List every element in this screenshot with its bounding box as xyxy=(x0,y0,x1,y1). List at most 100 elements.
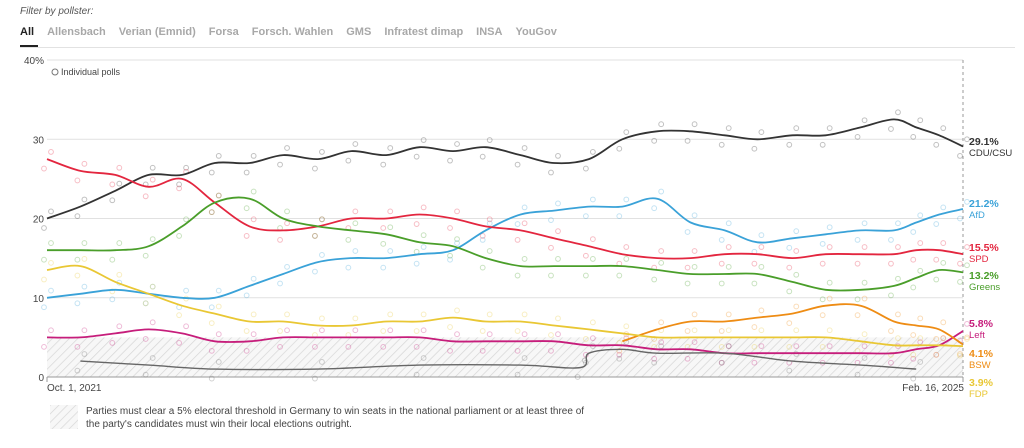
poll-dot-cdu-csu xyxy=(380,161,387,168)
poll-dot-afd xyxy=(623,196,630,203)
poll-dot-fdp xyxy=(514,328,521,334)
poll-dot-afd xyxy=(183,287,189,294)
poll-dot-greens xyxy=(691,263,698,270)
poll-dot-cdu-csu xyxy=(284,145,290,151)
poll-dot-greens xyxy=(589,256,596,262)
poll-dot-spd xyxy=(284,220,290,227)
poll-dot-cdu-csu xyxy=(215,152,222,159)
poll-dot-left xyxy=(758,343,765,349)
end-name-left: Left xyxy=(969,330,985,341)
poll-dot-left xyxy=(725,343,732,349)
poll-dot-afd xyxy=(312,268,318,275)
tab-allensbach[interactable]: Allensbach xyxy=(47,26,106,38)
poll-dot-fdp xyxy=(486,311,493,318)
poll-dot-afd xyxy=(319,252,325,258)
x-start-label: Oct. 1, 2021 xyxy=(47,383,102,394)
poll-dot-greens xyxy=(725,263,732,270)
poll-dot-fdp xyxy=(910,351,917,358)
poll-dot-cdu-csu xyxy=(691,121,698,128)
x-end-label: Feb. 16, 2025 xyxy=(902,383,964,394)
trend-line-bsw xyxy=(622,303,964,346)
poll-dot-cdu-csu xyxy=(786,141,793,148)
tab-verian-emnid[interactable]: Verian (Emnid) xyxy=(118,26,196,38)
poll-dot-other xyxy=(142,371,149,378)
tab-insa[interactable]: INSA xyxy=(476,26,503,38)
poll-dot-cdu-csu xyxy=(582,165,589,172)
poll-dot-bsw xyxy=(684,328,691,334)
poll-dot-spd xyxy=(910,256,917,263)
poll-dot-afd xyxy=(479,236,486,243)
poll-dot-fdp xyxy=(41,276,47,283)
poll-dot-greens xyxy=(910,284,917,291)
poll-dot-fdp xyxy=(319,315,325,322)
poll-dot-bsw xyxy=(957,351,963,357)
poll-dot-greens xyxy=(718,280,725,287)
poll-dot-cdu-csu xyxy=(854,133,861,140)
threshold-band xyxy=(47,337,963,377)
poll-dot-left xyxy=(319,327,325,334)
poll-dot-greens xyxy=(243,205,250,212)
poll-dot-spd xyxy=(933,256,940,263)
poll-dot-spd xyxy=(888,260,894,267)
poll-dot-fdp xyxy=(176,312,182,319)
poll-dot-spd xyxy=(854,260,861,267)
poll-dot-cdu-csu xyxy=(250,152,257,159)
end-name-afd: AfD xyxy=(969,210,985,221)
poll-dot-cdu-csu xyxy=(319,149,325,155)
poll-dot-cdu-csu xyxy=(751,145,758,152)
poll-dot-left xyxy=(616,351,623,358)
poll-dot-left xyxy=(793,343,800,349)
poll-dot-afd xyxy=(940,204,947,211)
poll-dot-afd xyxy=(651,205,658,212)
poll-dot-greens xyxy=(352,220,359,227)
poll-dot-greens xyxy=(917,267,924,274)
poll-dot-greens xyxy=(380,240,387,247)
poll-dot-fdp xyxy=(861,331,868,338)
poll-dot-fdp xyxy=(142,300,149,307)
tab-forsa[interactable]: Forsa xyxy=(208,26,239,38)
poll-dot-left xyxy=(910,355,917,362)
poll-dot-spd xyxy=(413,221,420,227)
poll-dot-greens xyxy=(454,236,460,243)
poll-dot-cdu-csu xyxy=(176,181,182,188)
poll-dot-left xyxy=(208,347,215,354)
poll-dot-spd xyxy=(514,236,521,243)
poll-dot-bsw xyxy=(786,320,793,327)
poll-dot-spd xyxy=(116,164,123,171)
poll-dot-greens xyxy=(819,296,826,303)
tab-infratest-dimap[interactable]: Infratest dimap xyxy=(384,26,464,38)
poll-dot-fdp xyxy=(933,351,940,358)
poll-dot-fdp xyxy=(149,283,156,290)
poll-dot-cdu-csu xyxy=(964,136,970,143)
tab-all[interactable]: All xyxy=(20,26,35,38)
tab-forsch-wahlen[interactable]: Forsch. Wahlen xyxy=(251,26,334,38)
trend-line-fdp xyxy=(46,264,964,347)
poll-dot-cdu-csu xyxy=(758,129,765,136)
poll-dot-spd xyxy=(751,260,758,267)
tab-gms[interactable]: GMS xyxy=(346,26,372,38)
poll-dot-cdu-csu xyxy=(940,125,947,132)
poll-dot-spd xyxy=(420,204,427,211)
poll-dot-bsw xyxy=(751,324,758,330)
y-tick-label: 40% xyxy=(24,56,44,67)
poll-dot-cdu-csu xyxy=(895,109,901,116)
poll-dot-afd xyxy=(718,236,725,243)
poll-dot-spd xyxy=(41,165,47,172)
poll-dot-spd xyxy=(48,149,54,155)
poll-dot-bsw xyxy=(917,315,924,322)
trend-line-afd xyxy=(46,197,964,300)
trend-line-greens xyxy=(47,196,964,292)
poll-dot-greens xyxy=(616,272,623,279)
poll-dot-cdu-csu xyxy=(910,133,917,140)
poll-dot-afd xyxy=(420,244,427,250)
poll-dot-fdp xyxy=(589,319,596,326)
poll-dot-greens xyxy=(786,288,793,295)
poll-dot-spd xyxy=(215,192,222,199)
poll-dot-cdu-csu xyxy=(684,137,691,144)
poll-dot-spd xyxy=(277,236,283,243)
tab-yougov[interactable]: YouGov xyxy=(515,26,557,38)
poll-dot-afd xyxy=(910,229,917,235)
poll-dot-greens xyxy=(74,256,81,263)
poll-dot-spd xyxy=(380,225,387,231)
poll-dot-left xyxy=(277,343,283,350)
